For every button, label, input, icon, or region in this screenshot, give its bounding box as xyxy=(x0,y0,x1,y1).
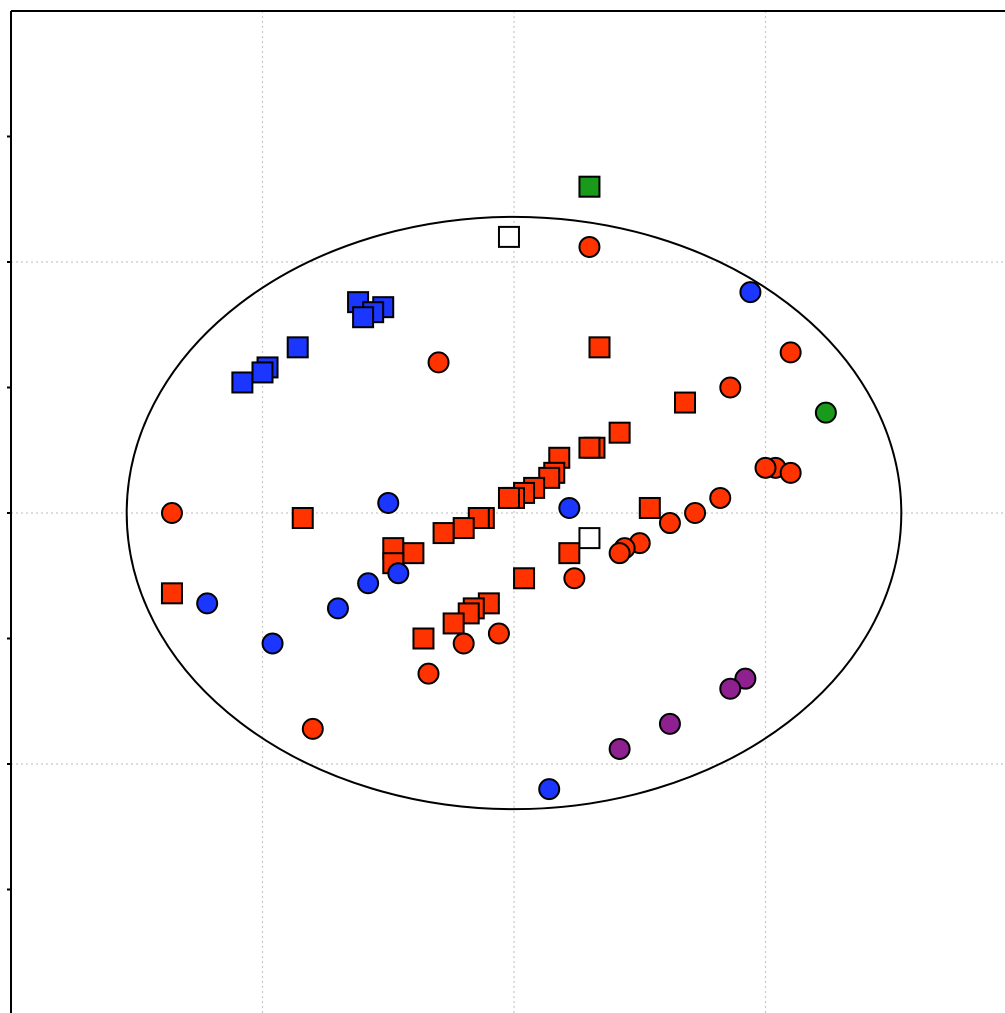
data-point-circle-red xyxy=(160,502,183,524)
data-point-circle-blue xyxy=(377,491,400,514)
data-point-square-blue xyxy=(352,306,375,329)
data-point-circle-blue xyxy=(538,778,561,801)
grid-layer xyxy=(11,11,1005,1013)
data-point-circle-purple xyxy=(658,712,681,735)
data-point-square-red xyxy=(432,522,455,545)
data-point-circle-blue xyxy=(196,592,219,615)
data-point-circle-blue xyxy=(387,562,410,585)
data-point-square-red xyxy=(402,542,425,565)
data-point-square-red xyxy=(513,567,536,590)
data-point-square-white xyxy=(578,527,601,550)
data-point-circle-blue xyxy=(739,281,762,304)
data-point-square-red xyxy=(608,421,631,444)
data-point-circle-red xyxy=(578,235,601,258)
data-point-circle-red xyxy=(301,717,324,740)
data-point-circle-red xyxy=(658,512,681,535)
data-point-square-white xyxy=(497,225,520,248)
data-point-circle-purple xyxy=(719,677,742,700)
data-point-circle-blue xyxy=(326,597,349,620)
data-point-circle-red xyxy=(452,632,475,655)
data-point-circle-red xyxy=(417,662,440,685)
data-point-square-red xyxy=(558,542,581,565)
data-point-circle-blue xyxy=(261,632,284,655)
data-point-square-red xyxy=(452,517,475,540)
data-point-circle-red xyxy=(487,622,510,645)
data-point-square-red xyxy=(588,336,611,359)
data-point-circle-red xyxy=(719,376,742,399)
data-point-square-red xyxy=(291,507,314,530)
data-point-circle-red xyxy=(709,486,732,509)
data-point-square-blue xyxy=(251,361,274,384)
data-point-square-blue xyxy=(231,371,254,394)
data-point-circle-red xyxy=(779,461,802,484)
data-point-circle-red xyxy=(563,567,586,590)
data-point-square-red xyxy=(497,486,520,509)
data-point-square-red xyxy=(412,627,435,650)
plot-frame xyxy=(7,10,1005,1013)
data-point-square-red xyxy=(638,496,661,519)
data-point-circle-red xyxy=(427,351,450,374)
data-point-circle-blue xyxy=(357,572,380,595)
data-point-square-red xyxy=(674,391,697,414)
data-point-circle-blue xyxy=(558,496,581,519)
data-point-circle-red xyxy=(779,341,802,364)
data-point-circle-purple xyxy=(734,667,757,690)
data-point-circle-purple xyxy=(608,737,631,760)
data-point-circle-green xyxy=(814,401,837,424)
data-point-circle-red xyxy=(684,502,707,524)
data-point-square-blue xyxy=(286,336,309,359)
confidence-ellipse-layer xyxy=(125,215,903,811)
data-point-circle-red xyxy=(608,542,631,565)
data-point-square-red xyxy=(442,612,465,635)
data-point-square-red xyxy=(578,436,601,459)
data-point-circle-red xyxy=(754,456,777,479)
data-point-square-green xyxy=(578,175,601,198)
data-point-square-red xyxy=(160,582,183,605)
data-points xyxy=(160,175,837,801)
confidence-ellipse xyxy=(125,215,903,811)
